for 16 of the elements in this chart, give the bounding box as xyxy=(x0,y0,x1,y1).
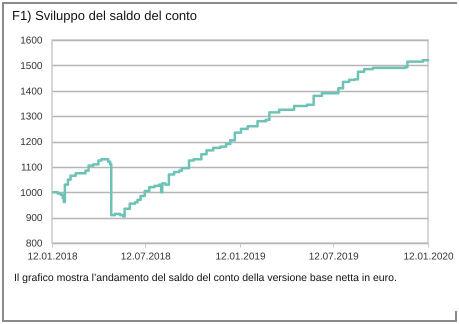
y-tick-label: 1300 xyxy=(20,112,43,123)
x-tick-label: 12.07.2018 xyxy=(120,252,172,262)
y-tick-label: 1200 xyxy=(20,137,43,148)
y-tick-label: 1600 xyxy=(20,36,43,46)
y-tick-label: 900 xyxy=(26,213,43,224)
y-tick-label: 1100 xyxy=(20,162,43,174)
text: Il grafico mostra l’andamento del saldo del conto della versione base netta in euro. xyxy=(14,272,397,284)
x-tick-label: 12.01.2018 xyxy=(27,252,78,262)
y-tick-label: 1000 xyxy=(20,188,43,199)
chart-title: F1) Sviluppo del saldo del conto xyxy=(12,8,198,23)
x-tick-label: 12.01.2020 xyxy=(403,252,454,262)
x-tick-label: 12.07.2019 xyxy=(308,252,360,262)
y-tick-label: 800 xyxy=(26,238,43,250)
y-tick-label: 1400 xyxy=(20,86,43,98)
x-tick-label: 12.01.2019 xyxy=(215,252,266,262)
y-tick-label: 1500 xyxy=(20,60,43,72)
